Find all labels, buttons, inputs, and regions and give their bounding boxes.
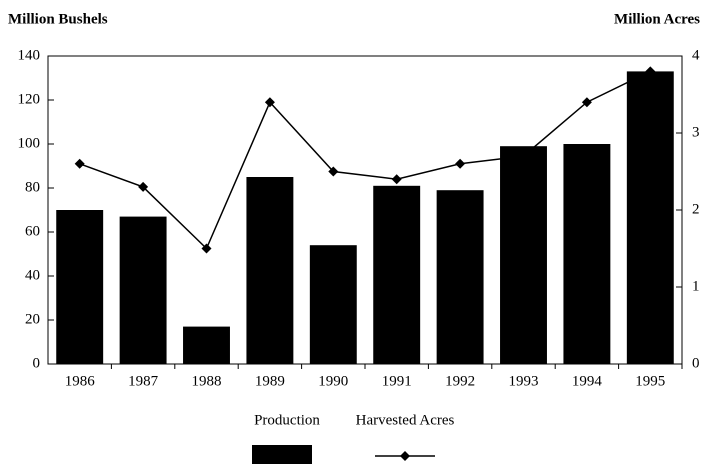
- bar: [436, 190, 484, 364]
- line-marker: [391, 174, 402, 185]
- y2-tick-label: 0: [692, 355, 700, 371]
- bar: [373, 185, 421, 364]
- legend-label: Harvested Acres: [356, 412, 455, 428]
- y-tick-label: 0: [33, 355, 41, 371]
- x-tick-label: 1990: [318, 373, 348, 389]
- line-marker: [645, 66, 656, 77]
- bar: [183, 326, 230, 364]
- y2-axis-title: Million Acres: [614, 11, 700, 27]
- legend-marker: [400, 451, 410, 461]
- y-tick-label: 120: [18, 91, 41, 107]
- legend-label: Production: [254, 412, 320, 428]
- line-marker: [581, 97, 592, 108]
- y-tick-label: 60: [25, 223, 40, 239]
- y2-tick-label: 3: [692, 124, 700, 140]
- bar: [626, 71, 674, 365]
- bar: [246, 177, 294, 364]
- bar: [309, 245, 357, 364]
- line-marker: [138, 181, 149, 192]
- x-tick-label: 1994: [572, 373, 603, 389]
- line-marker: [455, 158, 466, 169]
- line: [79, 70, 651, 250]
- y-tick-label: 20: [25, 311, 40, 327]
- y-axis-title: Million Bushels: [8, 11, 108, 27]
- y-tick-label: 100: [18, 135, 41, 151]
- x-tick-label: 1989: [255, 373, 285, 389]
- y2-tick-label: 2: [692, 201, 700, 217]
- bar: [563, 144, 611, 364]
- x-tick-label: 1992: [445, 373, 475, 389]
- legend-swatch: [252, 445, 312, 464]
- x-tick-label: 1988: [192, 373, 222, 389]
- bar: [56, 210, 104, 364]
- line-marker: [518, 151, 529, 162]
- y-tick-label: 140: [18, 47, 41, 63]
- line-marker: [201, 243, 212, 254]
- y-tick-label: 80: [25, 179, 40, 195]
- bar: [500, 146, 547, 364]
- x-tick-label: 1987: [128, 373, 159, 389]
- y-tick-label: 40: [25, 267, 40, 283]
- x-tick-label: 1986: [65, 373, 96, 389]
- x-tick-label: 1995: [635, 373, 665, 389]
- line-marker: [74, 158, 85, 169]
- bar: [119, 216, 167, 364]
- y2-tick-label: 4: [692, 47, 700, 63]
- y2-tick-label: 1: [692, 278, 700, 294]
- line-marker: [264, 97, 275, 108]
- x-tick-label: 1993: [509, 373, 539, 389]
- line-marker: [328, 166, 339, 177]
- x-tick-label: 1991: [382, 373, 412, 389]
